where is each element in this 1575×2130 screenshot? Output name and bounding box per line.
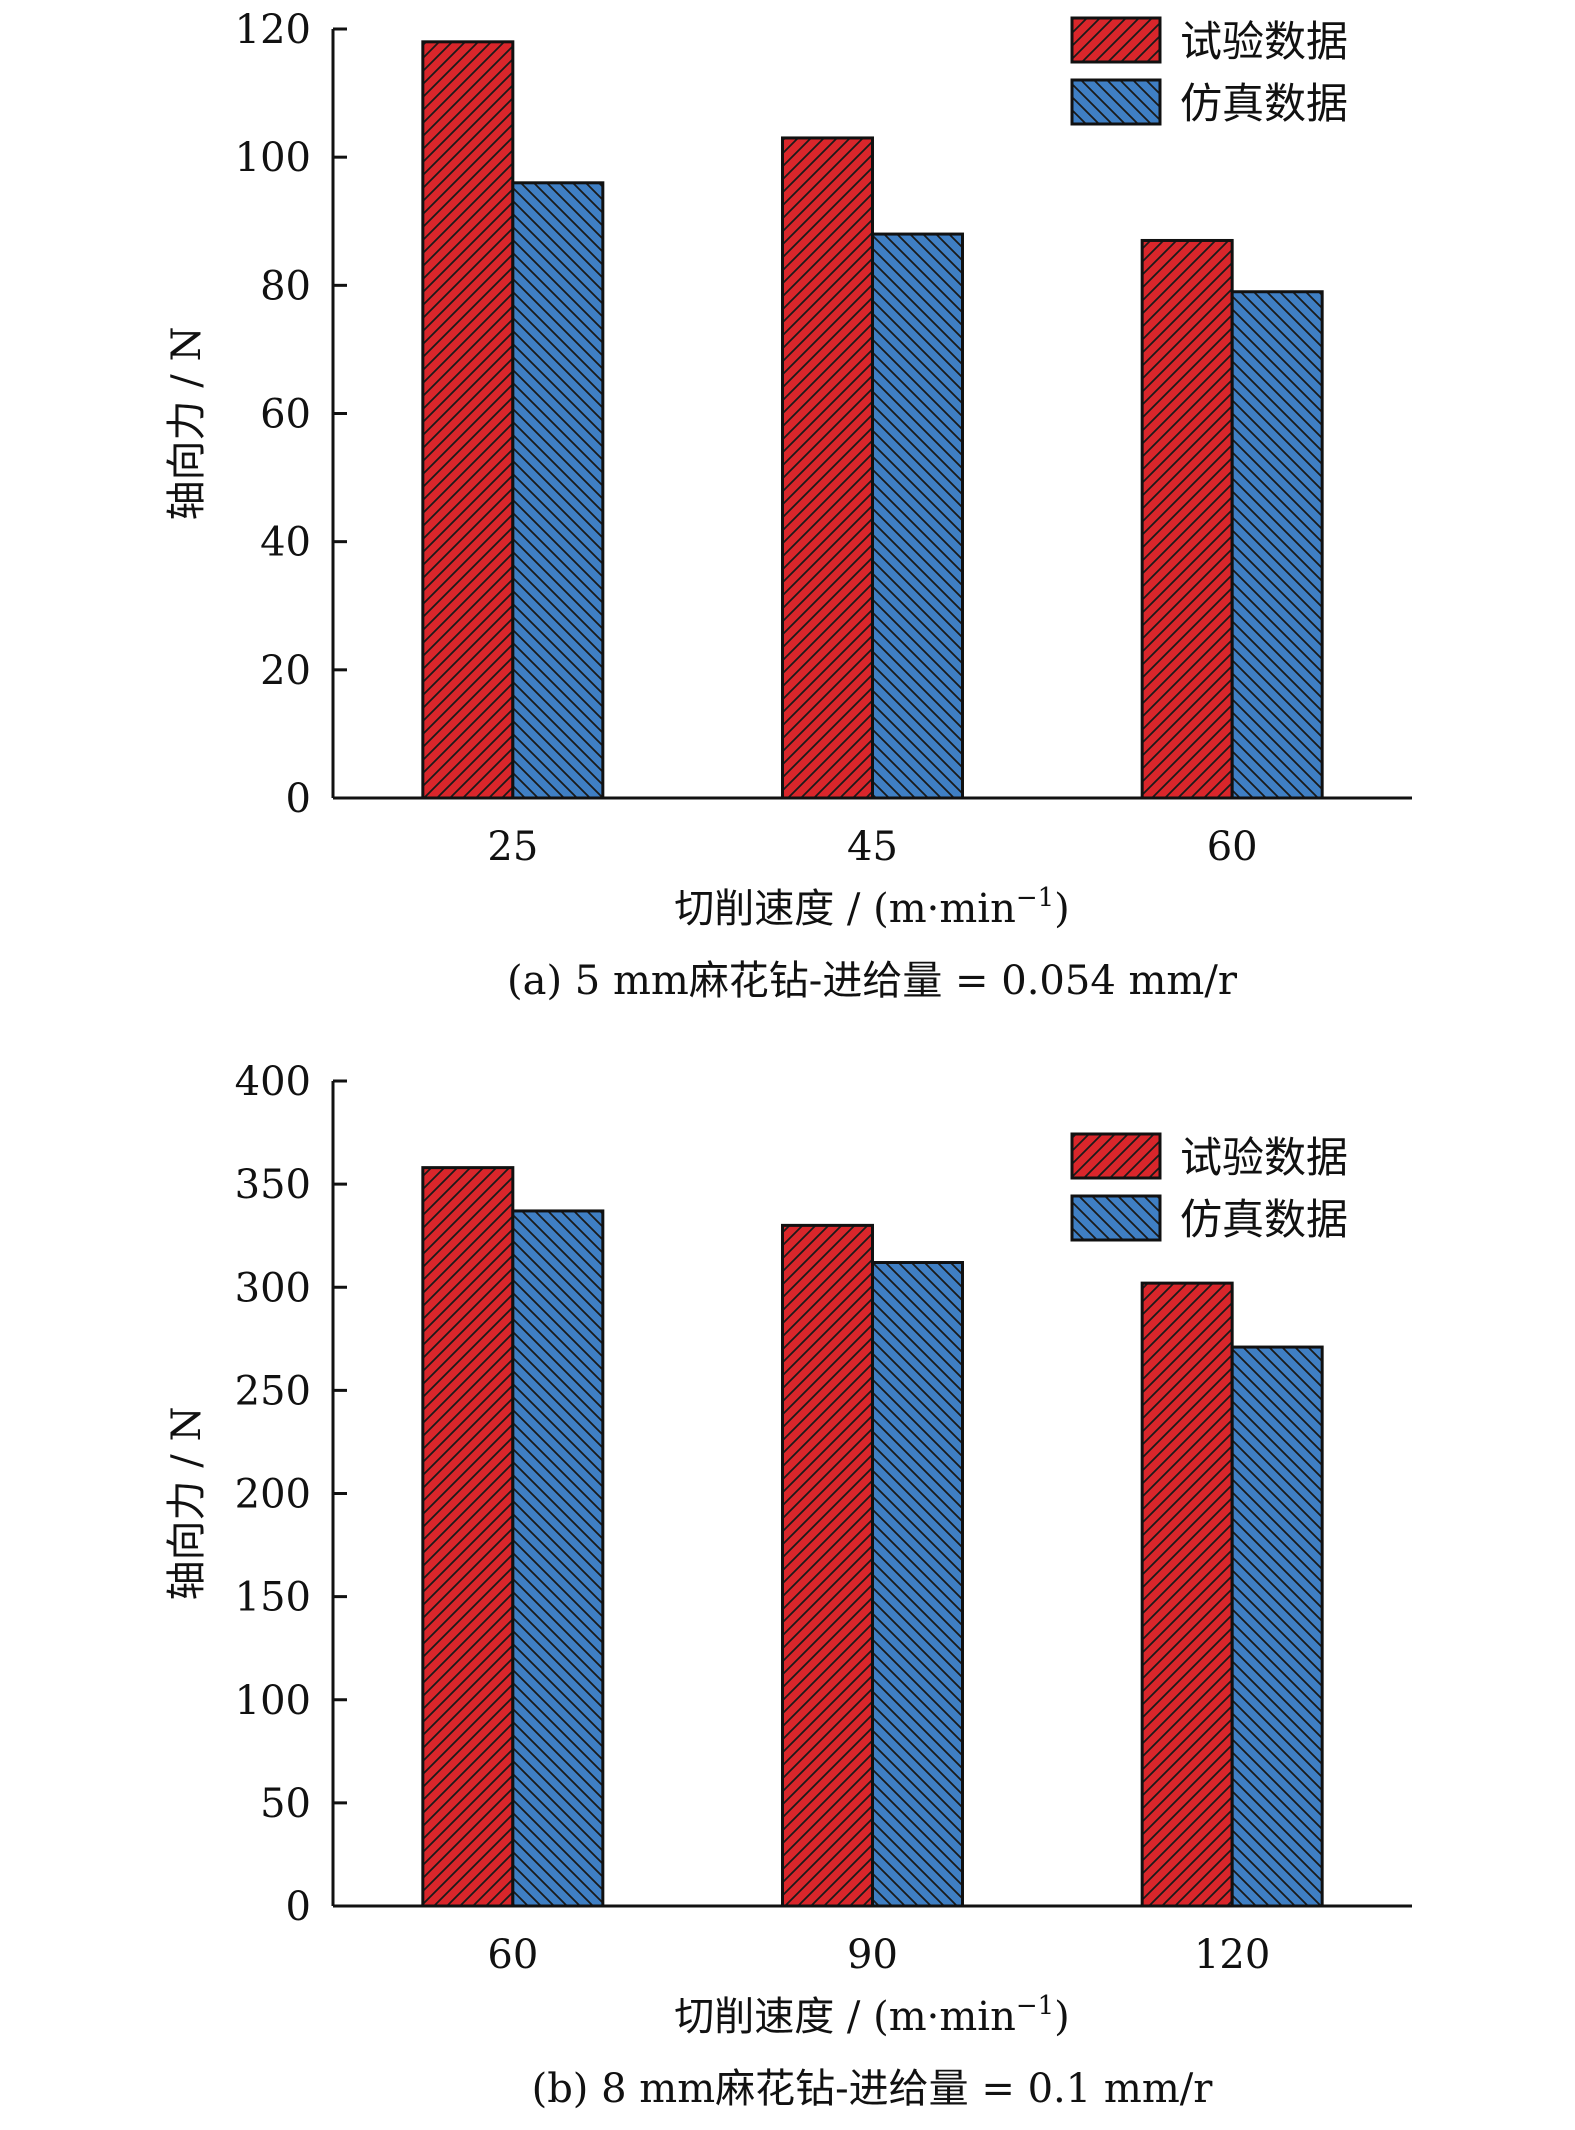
bar-series2-120 <box>1230 1345 1324 1908</box>
legend-swatch-series2 <box>1070 1194 1162 1242</box>
y-axis-label: 轴向力 / N <box>164 1407 210 1601</box>
legend-swatch-series1 <box>1070 1132 1162 1180</box>
chart-caption: (b) 8 mm麻花钻-进给量 = 0.1 mm/r <box>532 2066 1214 2112</box>
y-tick-label: 0 <box>286 776 311 822</box>
y-tick-label: 0 <box>286 1884 311 1930</box>
bar-series2-90 <box>871 1261 964 1908</box>
y-tick-label: 120 <box>235 7 311 53</box>
legend: 试验数据 仿真数据 <box>1070 1132 1348 1244</box>
bar-series2-60 <box>1230 290 1324 800</box>
legend-label-series2: 仿真数据 <box>1180 1195 1348 1244</box>
bar-series2-25 <box>511 181 605 800</box>
bar-series1-60 <box>1140 238 1234 800</box>
bar-series1-120 <box>1140 1281 1234 1908</box>
chart-caption: (a) 5 mm麻花钻-进给量 = 0.054 mm/r <box>507 958 1238 1004</box>
x-axis-label: 切削速度 / (m·min−1) <box>674 883 1070 932</box>
y-tick-label: 200 <box>235 1472 311 1518</box>
x-tick-label: 25 <box>487 824 538 870</box>
legend-label-series2: 仿真数据 <box>1180 79 1348 128</box>
y-ticks-group: 0 50 100 150 200 250 300 350 400 <box>235 1059 347 1930</box>
chart-panel-a: 0 20 40 60 80 100 120 25 45 60 轴向力 / N 切削速度 / (m… <box>164 7 1412 1004</box>
legend-swatch-series2 <box>1070 78 1162 126</box>
y-tick-label: 350 <box>235 1162 311 1208</box>
bars-group <box>421 1166 1324 1908</box>
y-tick-label: 40 <box>260 520 311 566</box>
x-tick-label: 60 <box>487 1932 538 1978</box>
y-tick-label: 150 <box>235 1575 311 1621</box>
x-axis-label: 切削速度 / (m·min−1) <box>674 1991 1070 2040</box>
x-tick-label: 45 <box>847 824 898 870</box>
y-tick-label: 250 <box>235 1368 311 1414</box>
legend-label-series1: 试验数据 <box>1180 1133 1348 1182</box>
legend-swatch-series1 <box>1070 16 1162 64</box>
y-tick-label: 100 <box>235 1678 311 1724</box>
x-axis-label-sup: −1 <box>1016 1991 1054 2021</box>
x-axis-label-close: ) <box>1054 886 1070 932</box>
bar-series2-45 <box>871 232 964 800</box>
y-tick-label: 400 <box>235 1059 311 1105</box>
y-tick-label: 20 <box>260 648 311 694</box>
x-tick-label: 90 <box>847 1932 898 1978</box>
y-tick-label: 50 <box>260 1781 311 1827</box>
bar-series1-25 <box>421 40 515 800</box>
x-tick-label: 60 <box>1207 824 1258 870</box>
x-tick-label: 120 <box>1194 1932 1270 1978</box>
bar-series1-45 <box>781 136 874 800</box>
y-axis-label: 轴向力 / N <box>164 327 210 521</box>
y-tick-label: 100 <box>235 135 311 181</box>
x-axis-label-sup: −1 <box>1016 883 1054 913</box>
x-axis-label-main: 切削速度 / (m·min <box>674 886 1016 932</box>
x-axis-label-close: ) <box>1054 1994 1070 2040</box>
x-ticks-group: 60 90 120 <box>487 1932 1270 1978</box>
bar-series2-60 <box>511 1209 605 1908</box>
legend: 试验数据 仿真数据 <box>1070 16 1348 128</box>
chart-panel-b: 0 50 100 150 200 250 300 350 400 60 90 120 轴向力 / N… <box>164 1059 1412 2112</box>
x-ticks-group: 25 45 60 <box>487 824 1257 870</box>
x-axis-label-main: 切削速度 / (m·min <box>674 1994 1016 2040</box>
bars-group <box>421 40 1324 800</box>
legend-label-series1: 试验数据 <box>1180 17 1348 66</box>
bar-series1-90 <box>781 1223 874 1908</box>
y-ticks-group: 0 20 40 60 80 100 120 <box>235 7 347 822</box>
bar-series1-60 <box>421 1166 515 1908</box>
y-tick-label: 80 <box>260 263 311 309</box>
y-tick-label: 300 <box>235 1265 311 1311</box>
y-tick-label: 60 <box>260 392 311 438</box>
